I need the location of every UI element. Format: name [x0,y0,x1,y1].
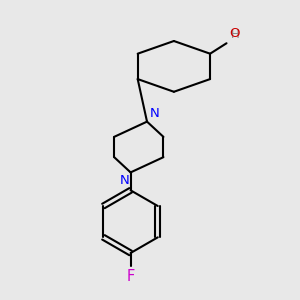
Text: N: N [119,174,129,187]
Text: O: O [229,27,239,40]
Text: N: N [149,107,159,120]
Text: F: F [127,269,135,284]
Text: H: H [230,28,239,41]
